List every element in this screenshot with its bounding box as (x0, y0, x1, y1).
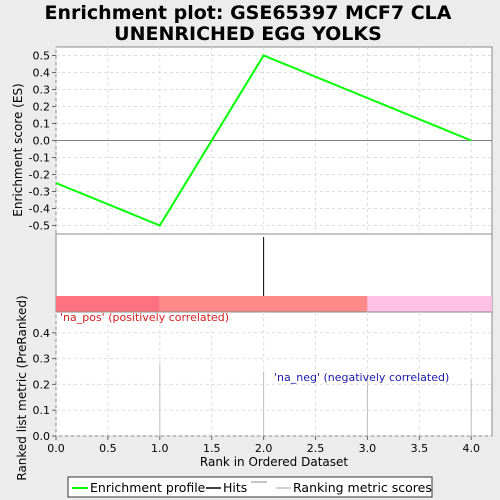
es-y-tick-label: -0.4 (29, 203, 50, 216)
color-band (159, 296, 368, 312)
chart-title-line-2: UNENRICHED EGG YOLKS (114, 23, 382, 45)
metric-y-tick-label: 0.3 (33, 353, 51, 366)
x-tick-label: 3.5 (411, 442, 429, 455)
es-y-tick-label: -0.3 (29, 186, 50, 199)
metric-y-tick-label: 0.0 (33, 430, 51, 443)
legend-enrichment-profile-label: Enrichment profile (90, 480, 206, 495)
x-tick-label: 2.5 (307, 442, 325, 455)
color-band (56, 296, 160, 312)
x-axis-label: Rank in Ordered Dataset (200, 455, 348, 469)
es-grid (55, 47, 492, 234)
x-ticks: 0.0 0.5 1.0 1.5 2.0 2.5 3.0 3.5 4.0 (47, 436, 480, 455)
x-tick-label: 0.5 (99, 442, 117, 455)
chart-title-line-1: Enrichment plot: GSE65397 MCF7 CLA (45, 2, 452, 24)
es-y-tick-label: -0.1 (29, 152, 50, 165)
es-y-ticks: 0.5 0.4 0.3 0.2 0.1 0.0 -0.1 -0.2 -0.3 -0.4 -0.5 (29, 50, 56, 233)
es-y-tick-label: 0.2 (33, 101, 51, 114)
x-tick-label: 4.0 (462, 442, 480, 455)
es-y-tick-label: 0.4 (33, 67, 51, 80)
es-y-tick-label: -0.2 (29, 169, 50, 182)
color-band (367, 296, 492, 312)
legend-hits-label: Hits (223, 480, 247, 495)
x-tick-label: 1.5 (203, 442, 221, 455)
ranking-color-bands (56, 296, 492, 312)
es-y-tick-label: -0.5 (29, 220, 50, 233)
es-y-axis-label: Enrichment score (ES) (11, 83, 25, 216)
legend-box (67, 476, 433, 498)
x-tick-label: 3.0 (359, 442, 377, 455)
x-tick-label: 2.0 (255, 442, 273, 455)
metric-y-axis-label: Ranked list metric (PreRanked) (15, 295, 29, 480)
es-y-tick-label: 0.0 (33, 135, 51, 148)
annotation-na-neg: 'na_neg' (negatively correlated) (274, 371, 449, 384)
metric-y-ticks: 0.4 0.3 0.2 0.1 0.0 (33, 327, 56, 443)
es-y-tick-label: 0.1 (33, 118, 51, 131)
metric-bars (159, 363, 472, 436)
metric-y-tick-label: 0.4 (33, 327, 51, 340)
metric-y-tick-label: 0.1 (33, 404, 51, 417)
annotation-na-pos: 'na_pos' (positively correlated) (60, 311, 229, 324)
enrichment-profile-line (55, 54, 472, 227)
x-tick-label: 1.0 (151, 442, 169, 455)
es-y-tick-label: 0.5 (33, 50, 51, 63)
legend-ranking-metric-label: Ranking metric scores (293, 480, 432, 495)
x-tick-label: 0.0 (47, 442, 65, 455)
metric-y-tick-label: 0.2 (33, 378, 51, 391)
es-y-tick-label: 0.3 (33, 84, 51, 97)
